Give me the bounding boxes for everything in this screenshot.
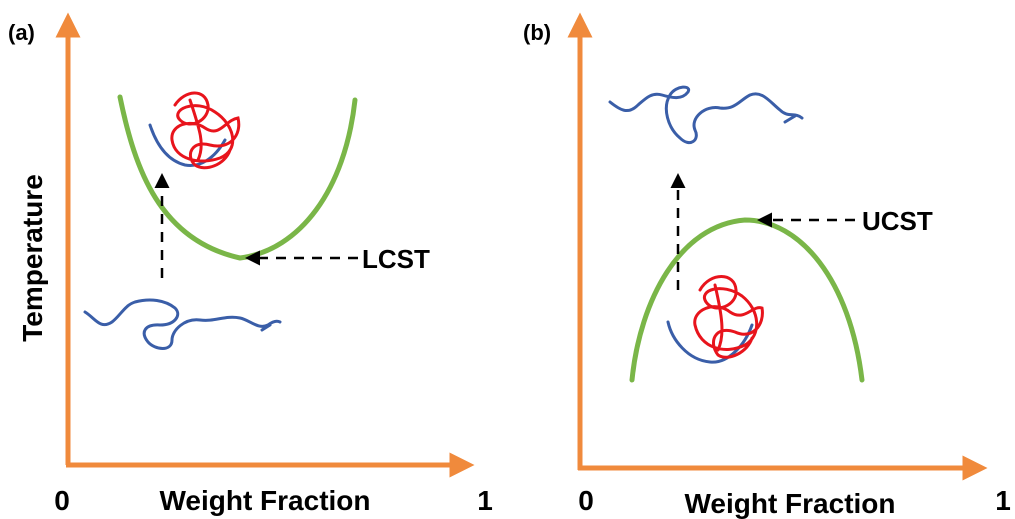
x-end: 1 bbox=[995, 485, 1011, 516]
panel-label: (a) bbox=[8, 20, 35, 45]
y-axis-label: Temperature bbox=[17, 174, 48, 342]
extended-chain bbox=[610, 87, 802, 143]
panel-a: (a) Temperature 0 Weight Fraction 1 LCST bbox=[8, 20, 493, 516]
collapsed-chain bbox=[668, 322, 752, 362]
annotation: UCST bbox=[862, 206, 933, 236]
globule bbox=[172, 93, 239, 168]
panel-label: (b) bbox=[523, 20, 551, 45]
x-end: 1 bbox=[477, 485, 493, 516]
x-axis-label: Weight Fraction bbox=[159, 485, 370, 516]
diagram: (a) Temperature 0 Weight Fraction 1 LCST… bbox=[0, 0, 1015, 519]
globule bbox=[695, 277, 763, 358]
x-axis-label: Weight Fraction bbox=[684, 488, 895, 519]
panel-b: (b) 0 Weight Fraction 1 UCST bbox=[523, 20, 1011, 519]
x-start: 0 bbox=[578, 485, 594, 516]
x-start: 0 bbox=[54, 485, 70, 516]
extended-chain bbox=[85, 300, 280, 349]
annotation: LCST bbox=[362, 244, 430, 274]
